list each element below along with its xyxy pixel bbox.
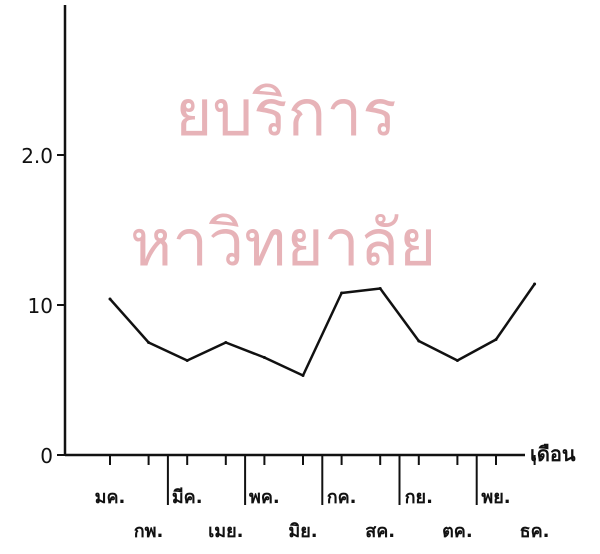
x-tick-label: มิย.	[288, 521, 317, 542]
x-axis-title: เดือน	[530, 442, 576, 466]
data-point	[378, 287, 382, 290]
data-point	[494, 338, 498, 341]
data-point	[185, 359, 189, 362]
watermark-line-1: ยบริการ	[175, 77, 397, 151]
watermark-line-2: หาวิทยาลัย	[130, 207, 436, 281]
data-point	[224, 341, 228, 344]
x-tick-label: ธค.	[520, 521, 550, 542]
series-line	[109, 283, 536, 377]
data-point	[340, 291, 344, 295]
x-tick-label: พค.	[249, 487, 280, 508]
x-tick-label: กค.	[327, 487, 357, 508]
x-tick-label: กย.	[405, 487, 433, 508]
x-tick-label: ตค.	[442, 521, 473, 542]
y-tick-label: 2.0	[21, 144, 53, 168]
x-tick-label: มีค.	[172, 487, 203, 508]
x-tick-label: พย.	[481, 487, 510, 508]
x-tick-label: เมย.	[208, 521, 243, 542]
data-point	[108, 297, 112, 301]
data-point	[417, 339, 421, 343]
data-point	[455, 359, 459, 362]
data-point	[262, 356, 266, 359]
y-tick-label: 0	[40, 444, 53, 468]
data-point	[147, 341, 151, 344]
data-point	[301, 374, 305, 377]
x-tick-label: สค.	[365, 521, 395, 542]
y-tick-label: 10	[28, 294, 53, 318]
data-point	[533, 282, 537, 286]
x-tick-label: กพ.	[134, 521, 164, 542]
x-tick-label: มค.	[95, 487, 126, 508]
